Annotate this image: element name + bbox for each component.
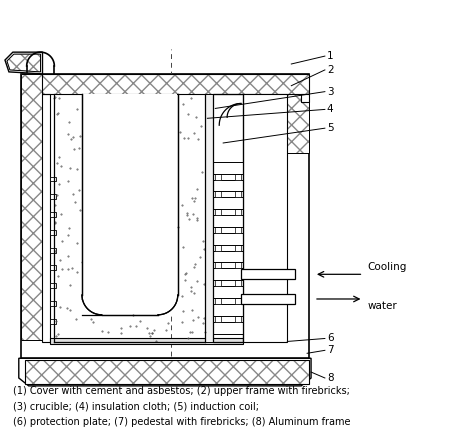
Bar <box>235 227 241 233</box>
Bar <box>25 360 309 384</box>
Bar <box>215 209 221 215</box>
Bar <box>235 209 241 215</box>
Bar <box>235 262 241 268</box>
Bar <box>301 94 309 102</box>
Text: water: water <box>367 301 397 311</box>
Bar <box>213 94 243 342</box>
Bar <box>50 301 56 306</box>
Bar <box>235 245 241 251</box>
Text: 3: 3 <box>327 87 334 97</box>
Polygon shape <box>19 358 311 386</box>
Text: (6) protection plate; (7) pedestal with firebricks; (8) Aluminum frame: (6) protection plate; (7) pedestal with … <box>13 418 350 428</box>
Bar <box>205 94 213 342</box>
Bar <box>43 74 309 94</box>
Text: (3) crucible; (4) insulation cloth; (5) induction coil;: (3) crucible; (4) insulation cloth; (5) … <box>13 402 259 412</box>
Bar <box>21 74 43 341</box>
Bar <box>21 74 43 341</box>
Bar <box>43 94 50 342</box>
Bar <box>50 319 56 324</box>
Bar <box>213 251 243 262</box>
Bar <box>50 194 56 199</box>
Text: 2: 2 <box>327 65 334 75</box>
Bar <box>213 162 243 174</box>
Bar <box>21 74 309 358</box>
Bar <box>213 322 243 334</box>
Bar <box>287 74 309 153</box>
Bar <box>241 269 295 279</box>
Bar <box>235 316 241 322</box>
Bar <box>235 280 241 286</box>
Bar <box>50 248 56 253</box>
Bar <box>83 94 177 314</box>
Bar <box>43 74 309 94</box>
Bar <box>235 298 241 304</box>
Polygon shape <box>7 54 40 72</box>
Bar <box>243 94 287 342</box>
Bar <box>215 245 221 251</box>
Text: 5: 5 <box>327 123 334 133</box>
Bar <box>287 74 309 153</box>
Bar <box>213 215 243 227</box>
Text: 4: 4 <box>327 104 334 114</box>
Bar <box>50 283 56 288</box>
Bar <box>50 265 56 270</box>
Bar <box>215 227 221 233</box>
Text: 8: 8 <box>327 373 334 383</box>
Text: 1: 1 <box>327 51 334 61</box>
Text: (1) Cover with cement and asbestos; (2) upper frame with firebricks;: (1) Cover with cement and asbestos; (2) … <box>13 386 350 396</box>
Bar <box>215 174 221 180</box>
Bar <box>215 280 221 286</box>
Bar <box>25 360 309 384</box>
Text: Cooling: Cooling <box>367 262 407 272</box>
Bar <box>213 197 243 209</box>
Bar <box>215 191 221 197</box>
Bar <box>215 316 221 322</box>
Text: 6: 6 <box>327 334 334 344</box>
Bar <box>213 233 243 245</box>
Bar <box>213 304 243 316</box>
Bar <box>241 294 295 304</box>
Bar <box>50 230 56 235</box>
Bar <box>50 338 243 345</box>
Bar <box>215 262 221 268</box>
Bar <box>235 174 241 180</box>
Bar <box>50 176 56 181</box>
Text: 7: 7 <box>327 345 334 356</box>
Bar <box>50 212 56 217</box>
Bar <box>235 191 241 197</box>
Bar <box>213 286 243 298</box>
Bar <box>213 268 243 280</box>
Polygon shape <box>5 52 43 74</box>
Bar <box>215 298 221 304</box>
Bar <box>213 180 243 191</box>
